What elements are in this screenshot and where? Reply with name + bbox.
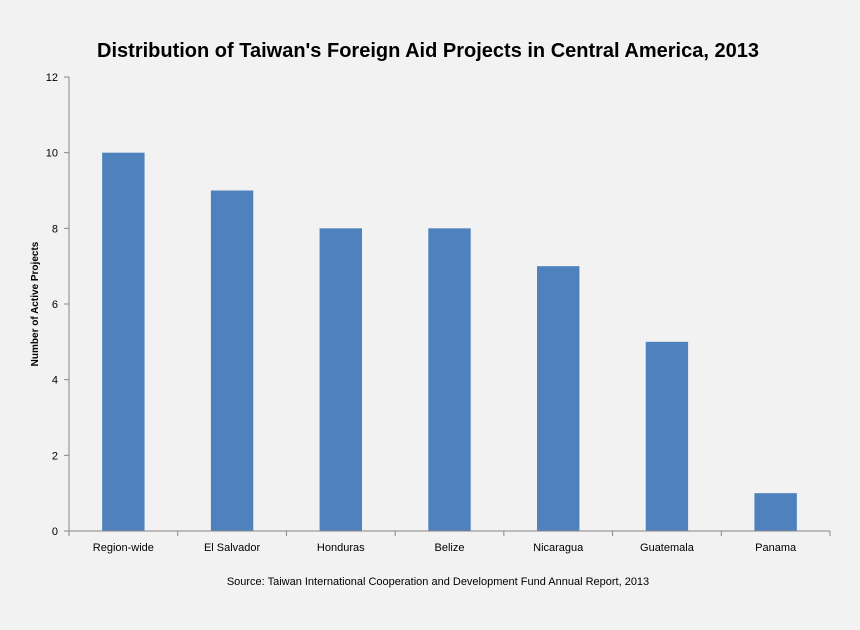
bar-region-wide — [102, 152, 145, 531]
x-tick-label: Guatemala — [640, 542, 695, 554]
bar-belize — [428, 228, 471, 532]
bar-nicaragua — [537, 266, 580, 531]
y-tick-label: 0 — [52, 526, 58, 538]
x-tick-label: Panama — [755, 542, 797, 554]
x-tick-label: Belize — [435, 542, 465, 554]
x-axis-ticks: Region-wide El Salvador Honduras Belize Nica… — [68, 531, 831, 554]
y-tick-label: 10 — [46, 148, 58, 160]
bar-honduras — [319, 228, 362, 532]
x-tick-label: Nicaragua — [533, 542, 584, 554]
y-tick-label: 2 — [52, 450, 58, 462]
y-tick-label: 4 — [52, 375, 58, 387]
bar-panama — [754, 493, 797, 531]
y-tick-label: 8 — [52, 223, 58, 235]
chart-title: Distribution of Taiwan's Foreign Aid Pro… — [97, 40, 759, 62]
y-tick-label: 6 — [52, 299, 58, 311]
y-axis-ticks: 0 2 4 6 8 10 12 — [46, 72, 69, 538]
bar-guatemala — [645, 341, 689, 531]
x-tick-label: El Salvador — [204, 542, 261, 554]
source-note: Source: Taiwan International Cooperation… — [227, 576, 649, 588]
bars — [102, 152, 797, 532]
x-tick-label: Region-wide — [93, 542, 154, 554]
y-tick-label: 12 — [46, 72, 58, 84]
bar-el-salvador — [210, 190, 254, 531]
x-tick-label: Honduras — [317, 542, 365, 554]
y-axis-label: Number of Active Projects — [30, 241, 41, 366]
